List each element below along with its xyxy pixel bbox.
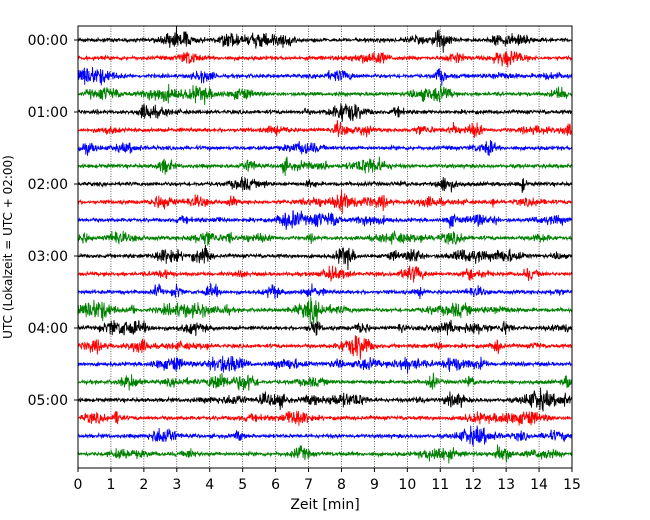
trace-0400 (77, 319, 573, 337)
trace-0115 (77, 120, 573, 139)
x-tick-label: 12 (464, 477, 482, 493)
x-tick-label: 2 (139, 477, 148, 493)
y-axis: 00:00 01:00 02:00 03:00 04:00 05:00 (28, 33, 78, 409)
y-tick-label: 02:00 (28, 177, 68, 193)
trace-0200 (77, 176, 573, 193)
trace-0030 (77, 66, 573, 86)
trace-0515 (77, 410, 573, 426)
trace-0500 (77, 387, 573, 412)
trace-0430 (77, 355, 573, 374)
y-tick-label: 01:00 (28, 105, 68, 121)
trace-0300 (77, 244, 573, 271)
trace-0045 (77, 83, 573, 105)
x-tick-label: 4 (205, 477, 214, 493)
x-tick-label: 6 (271, 477, 280, 493)
plot-frame (77, 25, 573, 469)
x-tick-label: 3 (172, 477, 181, 493)
y-tick-label: 05:00 (28, 393, 68, 409)
x-tick-label: 11 (431, 477, 449, 493)
x-tick-label: 9 (370, 477, 379, 493)
y-tick-label: 03:00 (28, 249, 68, 265)
y-axis-label: UTC (Lokalzeit = UTC + 02:00) (1, 155, 15, 339)
trace-0330 (77, 282, 573, 299)
trace-0530 (77, 425, 573, 447)
x-tick-label: 10 (398, 477, 416, 493)
y-tick-label: 00:00 (28, 33, 68, 49)
trace-0215 (77, 189, 573, 214)
x-tick-label: 1 (106, 477, 115, 493)
x-tick-label: 15 (563, 477, 581, 493)
x-tick-label: 7 (304, 477, 313, 493)
y-tick-label: 04:00 (28, 321, 68, 337)
x-tick-label: 5 (238, 477, 247, 493)
x-tick-label: 0 (74, 477, 83, 493)
trace-0000 (77, 26, 573, 53)
trace-0545 (77, 444, 573, 464)
trace-0415 (77, 335, 573, 360)
x-axis: 0 1 2 3 4 5 6 7 8 9 10 11 12 13 14 15 (74, 468, 581, 493)
trace-0015 (77, 50, 573, 68)
x-tick-label: 14 (530, 477, 548, 493)
trace-0230 (77, 210, 573, 230)
trace-0100 (77, 102, 573, 122)
x-axis-label: Zeit [min] (290, 497, 359, 513)
traces (77, 26, 573, 464)
trace-0145 (77, 156, 573, 177)
grid-lines (110, 26, 540, 468)
x-tick-label: 8 (337, 477, 346, 493)
trace-0345 (77, 297, 573, 325)
trace-0245 (77, 230, 573, 246)
trace-0445 (77, 372, 573, 391)
trace-0315 (77, 265, 573, 283)
trace-0130 (77, 140, 573, 157)
x-tick-label: 13 (497, 477, 515, 493)
